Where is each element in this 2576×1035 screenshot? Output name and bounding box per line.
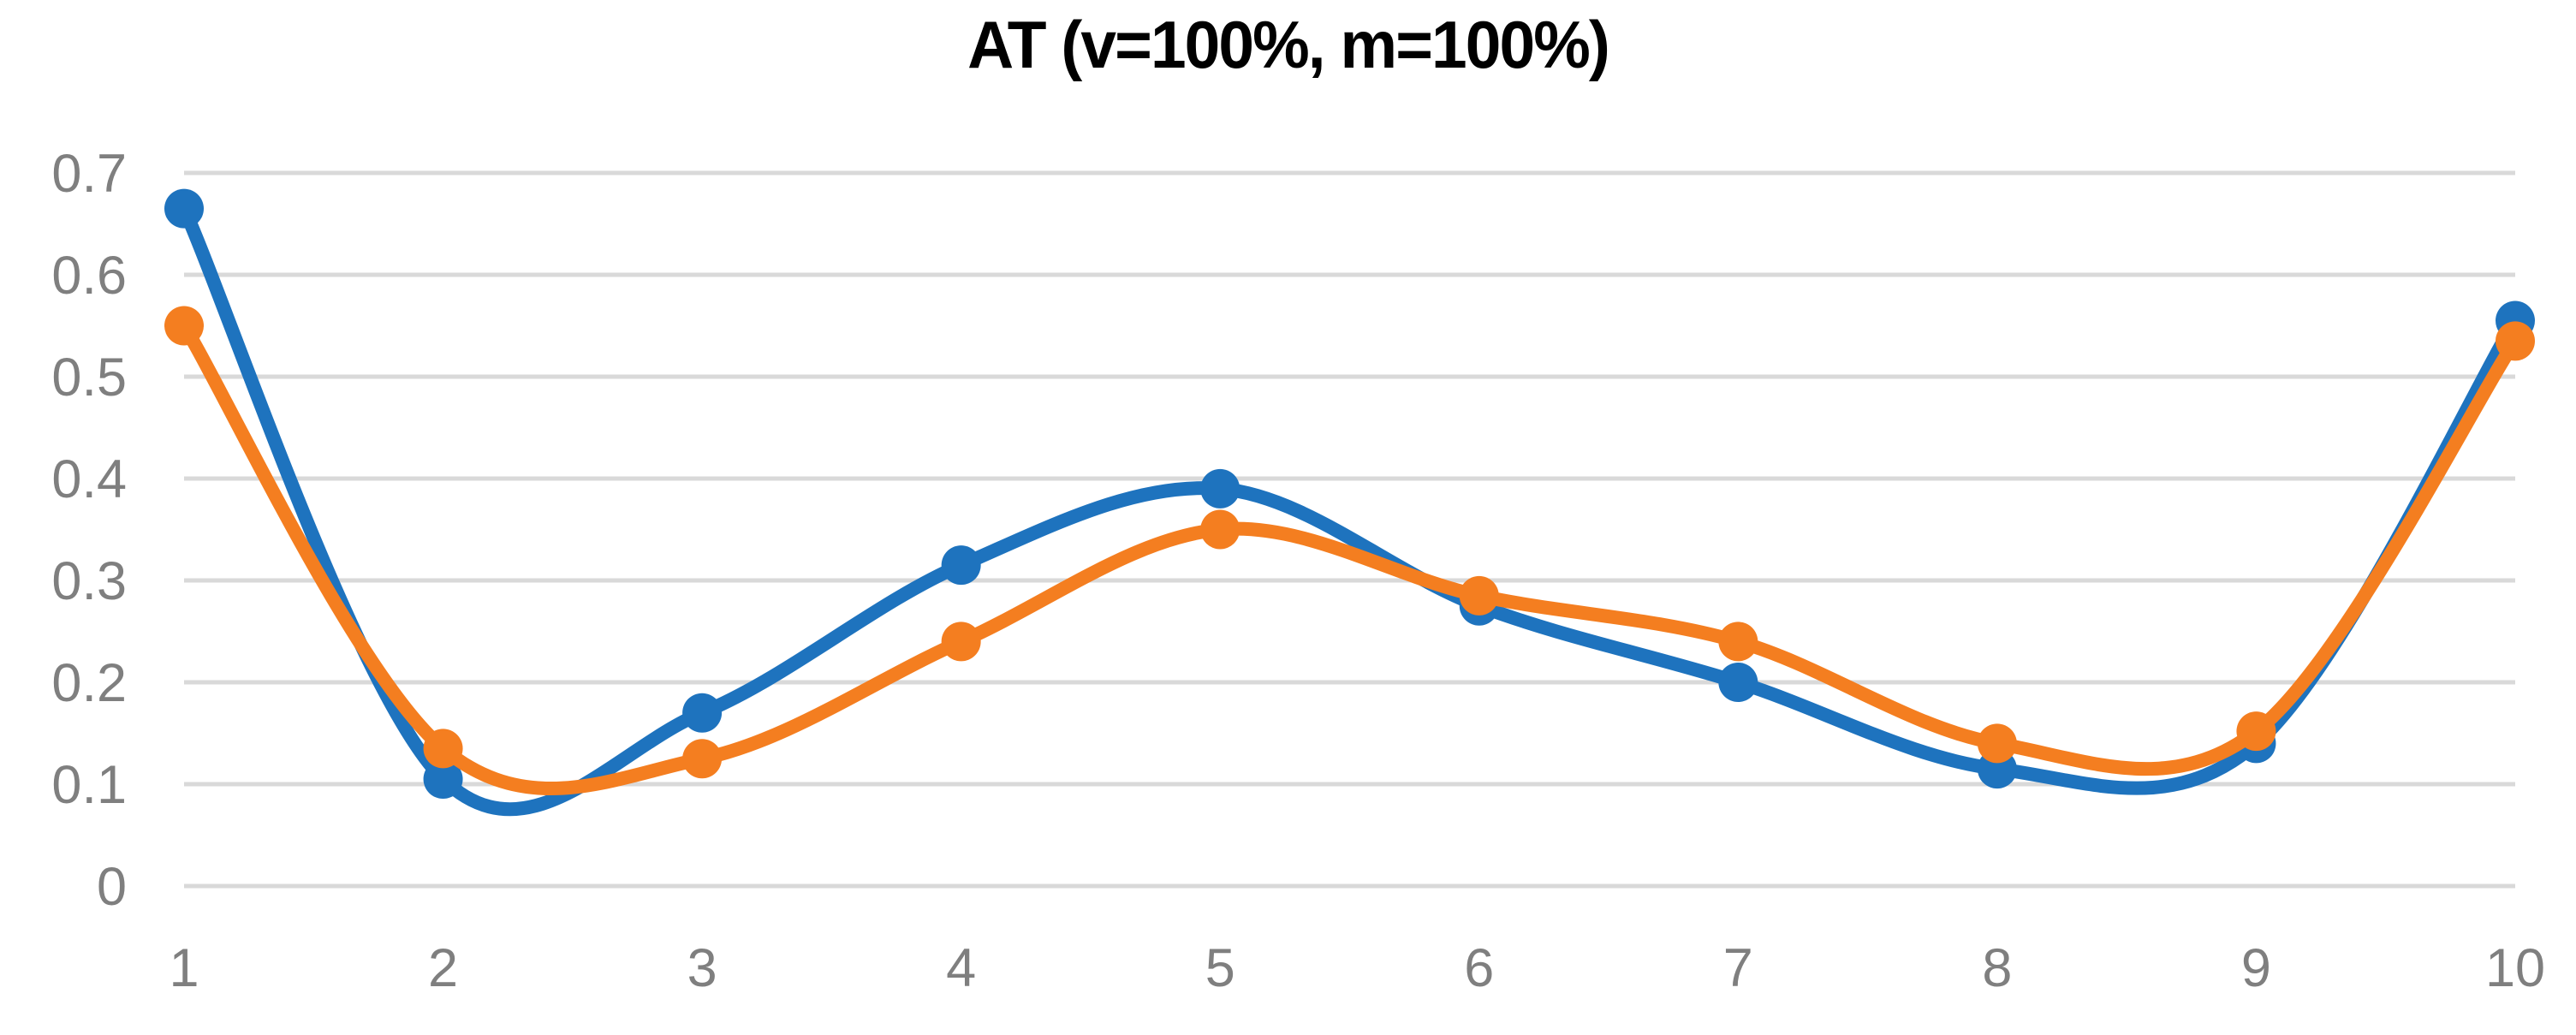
x-axis-tick-label: 2 [428,938,458,998]
series-1-marker [1718,663,1758,702]
series-2-marker [1200,509,1240,550]
x-axis-tick-label: 9 [2241,938,2271,998]
series-1-marker [164,188,204,229]
x-axis-tick-label: 1 [169,938,199,998]
series-2-marker [1977,723,2017,764]
y-axis-tick-label: 0 [97,857,127,917]
series-2-marker [2236,711,2276,752]
series-2-marker [1459,575,1499,616]
y-axis-tick-label: 0.5 [51,348,127,407]
y-axis-tick-label: 0.7 [51,144,127,204]
y-axis-tick-label: 0.6 [51,246,127,306]
series-2-marker [2496,321,2535,361]
y-axis-tick-label: 0.3 [51,551,127,611]
series-2-marker [941,622,981,662]
y-axis-tick-label: 0.1 [51,755,127,815]
series-2-marker [423,729,463,769]
series-2-marker [682,739,723,779]
series-2-marker [1718,622,1758,662]
y-axis-tick-label: 0.2 [51,653,127,713]
series-1-marker [941,545,981,586]
x-axis-tick-label: 7 [1723,938,1753,998]
y-axis-tick-label: 0.4 [51,449,127,509]
x-axis-tick-label: 4 [946,938,976,998]
x-axis-tick-label: 3 [687,938,717,998]
series-1-marker [1200,468,1240,509]
x-axis-tick-label: 6 [1464,938,1494,998]
x-axis-tick-label: 10 [2485,938,2545,998]
chart-title: AT (v=100%, m=100%) [967,7,1610,82]
series-1-marker [423,759,463,800]
x-axis-tick-label: 8 [1982,938,2012,998]
series-1-line [177,201,2522,817]
series-1-marker [682,693,723,733]
series-2-marker [164,306,204,346]
x-axis-tick-label: 5 [1205,938,1235,998]
series-2-line [177,318,2522,795]
